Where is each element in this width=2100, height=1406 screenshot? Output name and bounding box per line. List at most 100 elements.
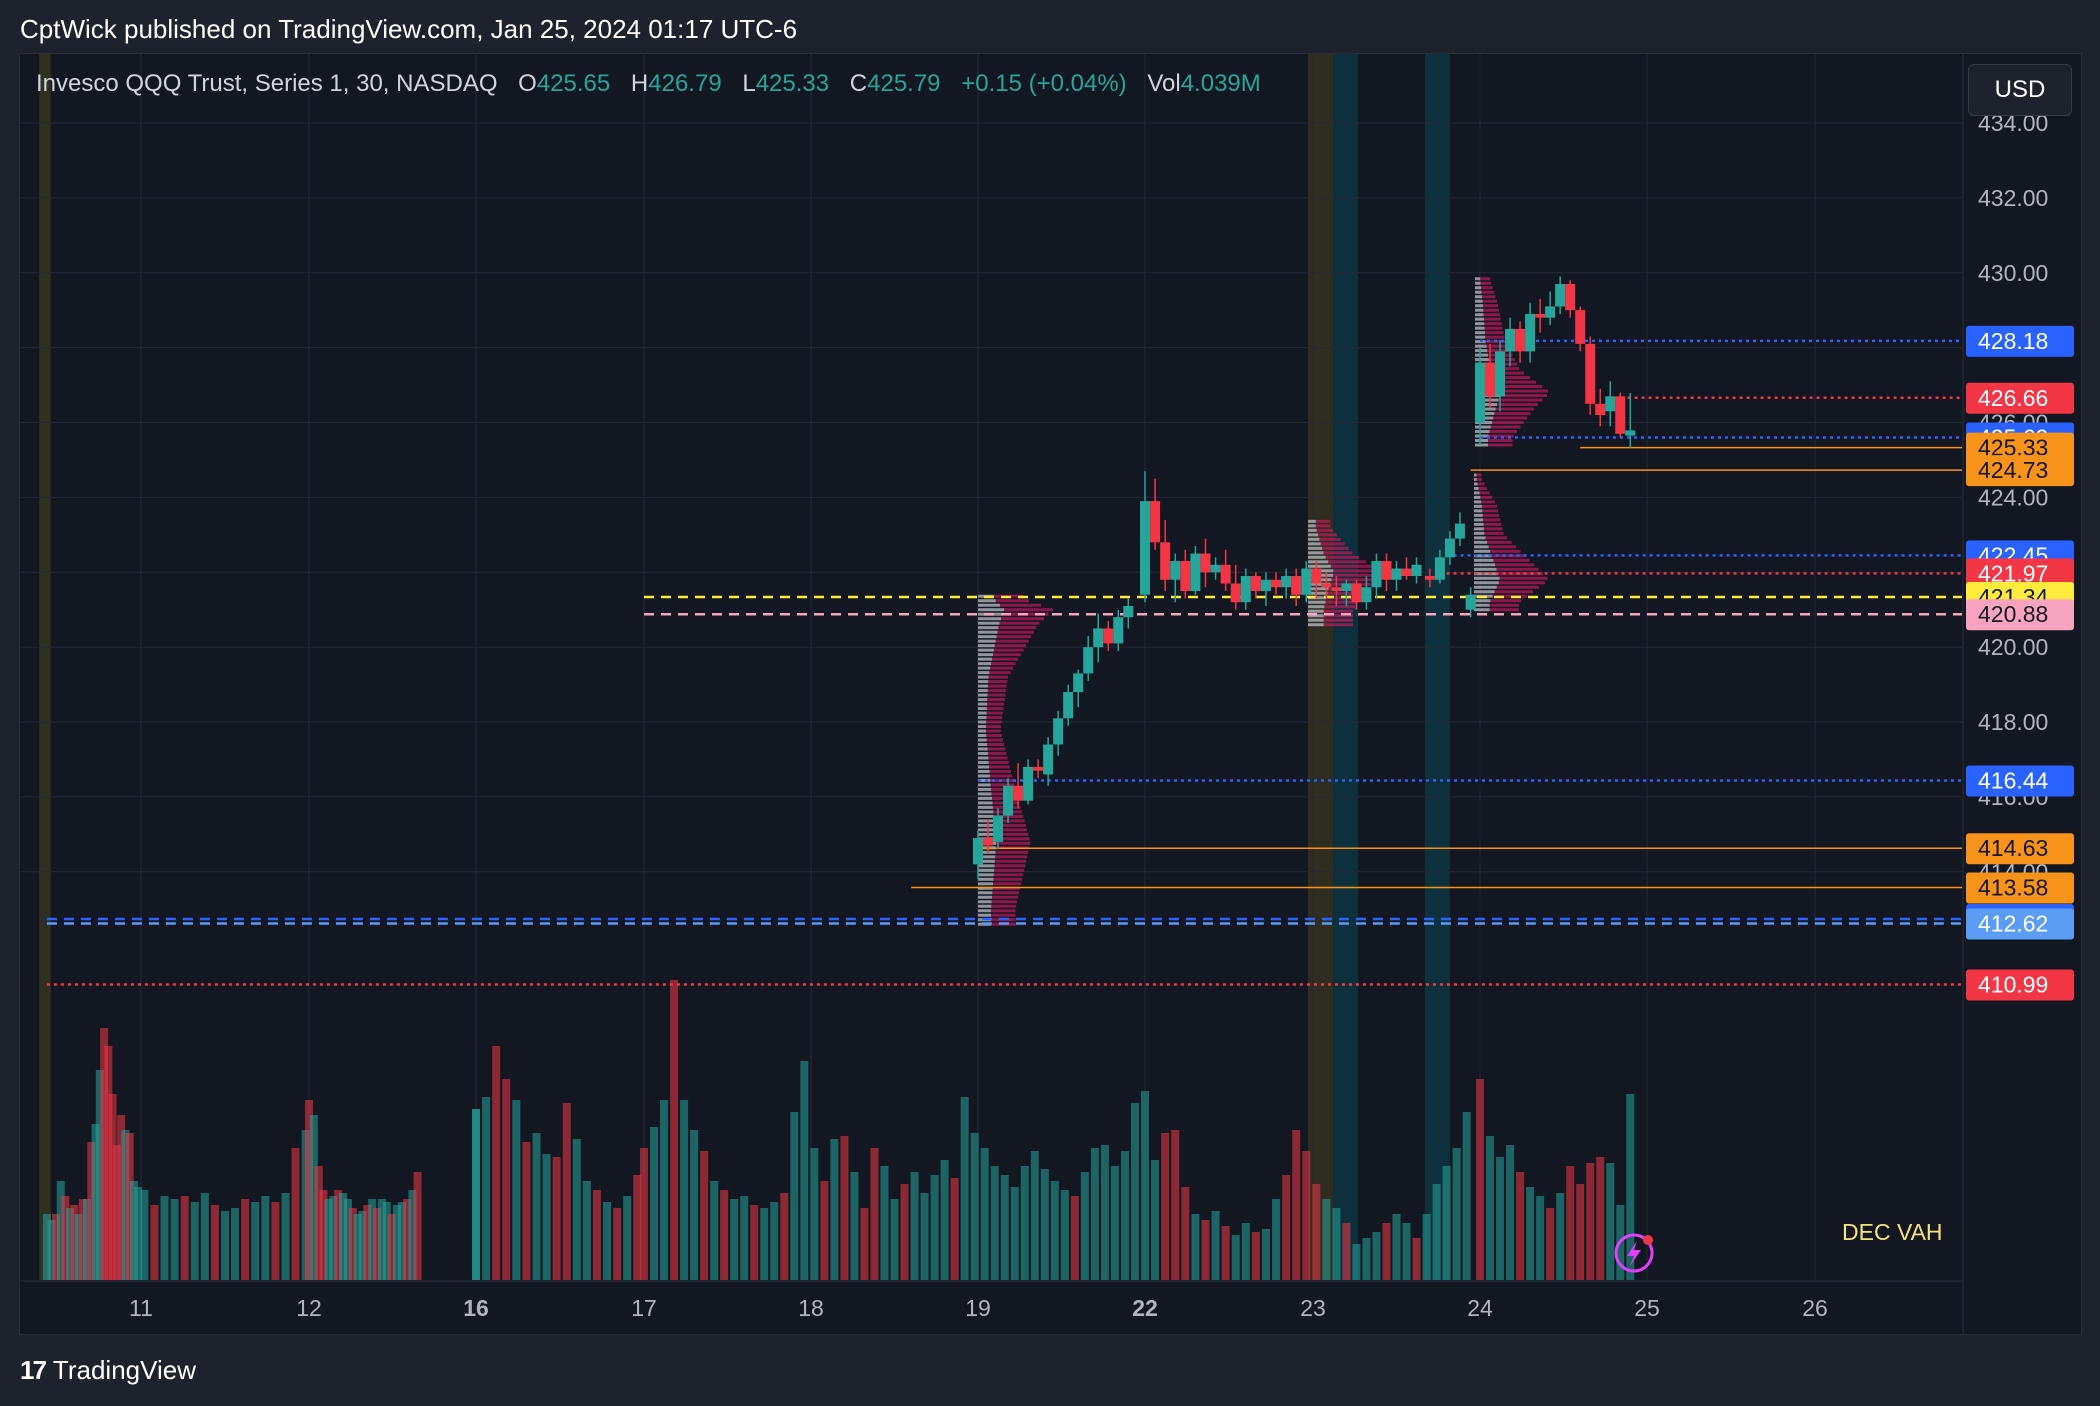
candle-body[interactable]	[1190, 553, 1201, 591]
candle-body[interactable]	[1525, 313, 1536, 352]
volume-profile-bin	[1483, 308, 1499, 312]
candle-body[interactable]	[1545, 306, 1556, 318]
volume-profile-bin-neutral	[1473, 585, 1497, 589]
candle-body[interactable]	[1063, 692, 1074, 719]
candle-body[interactable]	[1291, 576, 1302, 595]
candle-body[interactable]	[1454, 523, 1465, 539]
candle-body[interactable]	[1615, 396, 1626, 434]
volume-profile-bin	[991, 913, 1016, 917]
alert-lightning-icon[interactable]	[1614, 1233, 1654, 1273]
candle-body[interactable]	[1123, 605, 1134, 618]
candle-body[interactable]	[1113, 617, 1124, 644]
time-tick-label: 16	[463, 1295, 489, 1321]
volume-profile-bin	[1483, 518, 1501, 522]
volume-profile-bin	[994, 868, 1025, 872]
volume-bar	[790, 1112, 799, 1280]
volume-profile-bin-neutral	[1474, 331, 1485, 335]
volume-profile-bin-neutral	[978, 895, 993, 899]
volume-profile-bin	[1315, 519, 1331, 523]
candle-body[interactable]	[1230, 583, 1241, 603]
candle-body[interactable]	[1023, 766, 1034, 801]
candle-body[interactable]	[993, 815, 1004, 842]
candle-body[interactable]	[1053, 718, 1064, 745]
candle-body[interactable]	[1331, 587, 1342, 591]
candle-body[interactable]	[1043, 744, 1054, 775]
candle-body[interactable]	[1411, 564, 1422, 577]
candle-body[interactable]	[1321, 583, 1332, 588]
candle-body[interactable]	[1605, 396, 1616, 412]
candle-body[interactable]	[1200, 553, 1211, 573]
candle-body[interactable]	[1210, 564, 1221, 573]
candle-body[interactable]	[1434, 557, 1445, 580]
volume-profile-bin	[1500, 394, 1547, 398]
candle-body[interactable]	[1575, 310, 1586, 344]
candle-body[interactable]	[1341, 583, 1352, 591]
candle-body[interactable]	[1220, 564, 1231, 584]
candle-body[interactable]	[1535, 313, 1546, 318]
candle-body[interactable]	[1401, 568, 1412, 577]
candle-body[interactable]	[1180, 561, 1191, 591]
volume-profile-bin	[991, 662, 1016, 666]
candle-body[interactable]	[1495, 351, 1506, 397]
candle-body[interactable]	[1444, 538, 1455, 558]
candle-body[interactable]	[1003, 785, 1014, 816]
candle-body[interactable]	[1103, 628, 1114, 644]
candle-body[interactable]	[1391, 568, 1402, 580]
candle-body[interactable]	[1465, 594, 1476, 610]
candle-body[interactable]	[1033, 766, 1044, 771]
candle-body[interactable]	[1475, 362, 1485, 423]
candle-body[interactable]	[1140, 501, 1150, 595]
candle-body[interactable]	[1351, 583, 1362, 603]
volume-bar	[562, 1103, 571, 1280]
candle-body[interactable]	[1361, 587, 1372, 603]
chart-canvas[interactable]: 434.00432.00430.00428.00426.00424.00422.…	[20, 54, 2081, 1334]
candle-body[interactable]	[1250, 576, 1261, 591]
candle-body[interactable]	[983, 838, 994, 846]
volume-profile-bin-neutral	[1474, 443, 1489, 447]
candle-body[interactable]	[1381, 561, 1392, 580]
candle-body[interactable]	[1240, 576, 1251, 603]
candle-body[interactable]	[1424, 576, 1435, 580]
candle-body[interactable]	[1515, 328, 1526, 352]
candle-body[interactable]	[1555, 283, 1566, 307]
volume-profile-bin-neutral	[978, 725, 987, 729]
volume-bar	[700, 1151, 709, 1280]
candle-body[interactable]	[1371, 561, 1382, 588]
currency-button[interactable]: USD	[1968, 64, 2072, 116]
candle-body[interactable]	[1150, 501, 1161, 543]
volume-profile-bin	[1323, 623, 1353, 627]
candle-body[interactable]	[1311, 568, 1322, 584]
candle-body[interactable]	[973, 838, 983, 865]
candle-body[interactable]	[1505, 328, 1516, 352]
candle-body[interactable]	[1073, 673, 1084, 693]
candle-body[interactable]	[1565, 283, 1576, 311]
volume-bar	[770, 1202, 779, 1280]
candle-body[interactable]	[1160, 542, 1171, 580]
volume-profile-bin-neutral	[1474, 286, 1482, 290]
tradingview-footer[interactable]: 17 TradingView	[20, 1355, 196, 1386]
volume-profile-bin	[995, 599, 1029, 603]
candle-body[interactable]	[1260, 579, 1271, 591]
candle-body[interactable]	[1281, 576, 1292, 588]
candle-body[interactable]	[1301, 568, 1312, 595]
volume-bar	[210, 1205, 219, 1280]
candle-body[interactable]	[1485, 362, 1496, 397]
candle-body[interactable]	[1083, 647, 1094, 674]
volume-profile-bin-neutral	[978, 823, 995, 827]
chart-panel[interactable]: 434.00432.00430.00428.00426.00424.00422.…	[19, 53, 2082, 1335]
candle-body[interactable]	[1625, 430, 1636, 436]
candle-body[interactable]	[1595, 403, 1606, 416]
candle-body[interactable]	[1093, 628, 1104, 648]
volume-profile-bin-neutral	[1473, 540, 1488, 544]
volume-bar	[1312, 1184, 1321, 1280]
candle-body[interactable]	[1170, 561, 1181, 580]
volume-bar	[1100, 1145, 1109, 1280]
volume-bar	[532, 1133, 541, 1280]
volume-profile-bin-neutral	[978, 639, 996, 643]
volume-bar	[1231, 1235, 1240, 1280]
volume-profile-bin-neutral	[978, 778, 991, 782]
candle-body[interactable]	[1013, 785, 1024, 801]
candle-body[interactable]	[1271, 579, 1282, 588]
volume-profile-bin	[986, 711, 1003, 715]
candle-body[interactable]	[1585, 343, 1596, 404]
